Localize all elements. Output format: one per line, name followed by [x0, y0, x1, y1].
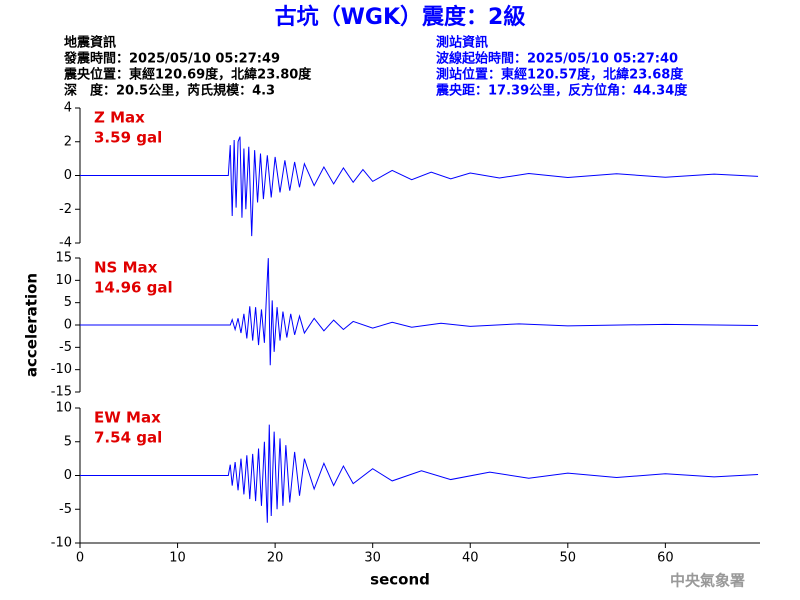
footer: 中央氣象署 — [670, 572, 745, 590]
y-tick-label: -15 — [51, 385, 72, 400]
y-tick-label: 5 — [64, 295, 72, 310]
y-tick-label: 2 — [64, 134, 72, 149]
y-tick-label: -10 — [51, 362, 72, 377]
header-line: 測站資訊 — [436, 35, 488, 51]
y-tick-label: 0 — [64, 168, 72, 183]
y-tick-label: 0 — [64, 468, 72, 483]
annotation: 14.96 gal — [94, 279, 173, 297]
y-tick-label: 5 — [64, 434, 72, 449]
header-line: 震央距：17.39公里，反方位角：44.34度 — [435, 83, 688, 99]
y-tick-label: -10 — [51, 536, 72, 551]
y-tick-label: -5 — [59, 502, 72, 517]
y-axis-label: acceleration — [23, 273, 41, 377]
y-tick-label: 0 — [64, 318, 72, 333]
y-tick-label: 4 — [64, 101, 72, 116]
annotation: 3.59 gal — [94, 129, 162, 147]
x-tick-label: 20 — [267, 551, 284, 566]
x-tick-label: 60 — [657, 551, 674, 566]
waveform — [80, 424, 759, 523]
annotation: EW Max — [94, 409, 161, 427]
header-line: 深 度：20.5公里，芮氏規模：4.3 — [64, 83, 275, 99]
header-line: 地震資訊 — [64, 35, 116, 51]
y-tick-label: 10 — [55, 401, 72, 416]
x-tick-label: 30 — [364, 551, 381, 566]
x-tick-label: 10 — [169, 551, 186, 566]
waveform — [80, 258, 759, 366]
waveform — [80, 136, 759, 237]
annotation: NS Max — [94, 259, 158, 277]
y-tick-label: -5 — [59, 340, 72, 355]
header-line: 震央位置：東經120.69度，北緯23.80度 — [63, 67, 312, 83]
x-axis-label: second — [370, 571, 430, 589]
y-tick-label: 10 — [55, 273, 72, 288]
x-tick-label: 40 — [462, 551, 479, 566]
x-tick-label: 50 — [560, 551, 577, 566]
y-tick-label: 15 — [55, 251, 72, 266]
header-line: 發震時間：2025/05/10 05:27:49 — [63, 51, 280, 67]
header-line: 波線起始時間：2025/05/10 05:27:40 — [436, 51, 678, 67]
annotation: Z Max — [94, 109, 145, 127]
annotation: 7.54 gal — [94, 429, 162, 447]
x-tick-label: 0 — [76, 551, 84, 566]
header-line: 測站位置：東經120.57度，北緯23.68度 — [436, 67, 684, 83]
y-tick-label: -4 — [59, 236, 72, 251]
chart-title: 古坑（WGK）震度：2級 — [275, 4, 526, 30]
y-tick-label: -2 — [59, 202, 72, 217]
